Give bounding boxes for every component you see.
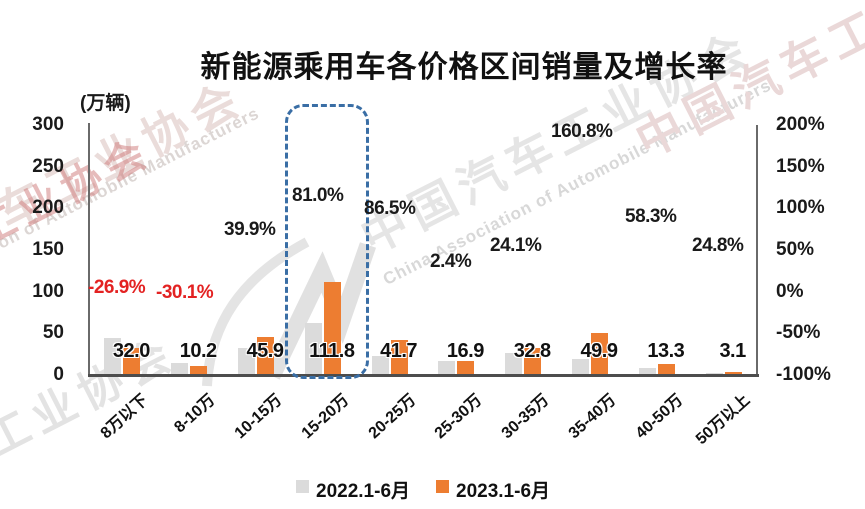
data-label-2023: 16.9: [446, 340, 484, 362]
legend-swatch-icon: [436, 480, 450, 493]
bar-2022.1-6月-40-50万: [639, 368, 656, 375]
y-left-tick: 0: [53, 364, 64, 385]
data-label-2023: 41.7: [380, 340, 418, 362]
growth-label: 2.4%: [430, 251, 472, 272]
bar-2023.1-6月-25-30万: [457, 361, 474, 375]
y-left-tick: 300: [32, 114, 64, 135]
bar-2022.1-6月-8-10万: [171, 363, 188, 375]
growth-label: -26.9%: [88, 277, 146, 298]
bar-2022.1-6月-25-30万: [438, 361, 455, 375]
bar-2023.1-6月-8万以下: [123, 348, 140, 375]
bar-2022.1-6月-8万以下: [104, 338, 121, 375]
bar-2023.1-6月-40-50万: [658, 364, 675, 375]
category-label-10-15万: 10-15万: [231, 391, 286, 443]
y-right-tick: -50%: [776, 322, 821, 344]
category-label-35-40万: 35-40万: [565, 391, 620, 443]
data-label-2023: 32.0: [112, 340, 150, 362]
data-label-2023: 111.8: [309, 340, 355, 362]
legend-item-2023.1-6月: 2023.1-6月: [436, 476, 550, 503]
growth-label: -30.1%: [156, 282, 214, 303]
chart-title: 新能源乘用车各价格区间销量及增长率: [200, 51, 728, 84]
growth-label: 86.5%: [364, 198, 416, 219]
y-left-tick: 250: [32, 155, 64, 177]
y-left-unit-label: (万辆): [80, 93, 131, 114]
y-right-tick: -100%: [776, 364, 831, 385]
data-label-2023: 13.3: [647, 340, 685, 362]
category-label-15-20万: 15-20万: [298, 391, 353, 443]
y-right-tick: 200%: [776, 114, 825, 135]
data-label-2023: 49.9: [580, 340, 618, 362]
data-label-2023: 3.1: [719, 340, 746, 362]
caam-logo-watermark-icon: [202, 237, 377, 387]
y-right-tick: 150%: [776, 155, 825, 177]
category-label-8-10万: 8-10万: [171, 391, 219, 437]
highlight-box-15-20: [285, 104, 369, 379]
data-label-2023: 45.9: [246, 340, 284, 362]
bar-2023.1-6月-30-35万: [524, 348, 541, 375]
bar-2022.1-6月-30-35万: [505, 353, 522, 375]
legend-label: 2022.1-6月: [316, 481, 411, 502]
growth-label: 24.8%: [692, 235, 744, 256]
y-right-tick: 0%: [776, 280, 804, 302]
category-label-8万以下: 8万以下: [98, 391, 152, 443]
growth-label: 160.8%: [551, 121, 613, 142]
y-left-tick: 50: [42, 322, 64, 344]
bar-2023.1-6月-20-25万: [391, 340, 408, 375]
legend-item-2022.1-6月: 2022.1-6月: [296, 476, 410, 503]
y-right-tick: 100%: [776, 197, 825, 219]
growth-label: 39.9%: [224, 219, 276, 240]
category-label-50万以上: 50万以上: [692, 391, 753, 449]
category-label-40-50万: 40-50万: [632, 391, 687, 443]
bar-2023.1-6月-8-10万: [190, 366, 207, 375]
legend-swatch-icon: [296, 480, 309, 493]
category-label-30-35万: 30-35万: [498, 391, 553, 443]
y-axis-right-line: [756, 125, 758, 376]
y-left-tick: 100: [32, 280, 64, 302]
y-left-tick: 150: [32, 239, 64, 260]
y-axis-left-line: [88, 123, 90, 376]
data-label-2023: 32.8: [513, 340, 551, 362]
category-label-25-30万: 25-30万: [432, 391, 486, 443]
bar-2023.1-6月-35-40万: [591, 333, 608, 375]
category-label-20-25万: 20-25万: [365, 391, 419, 443]
y-left-tick: 200: [32, 197, 64, 219]
bar-2023.1-6月-50万以上: [725, 372, 742, 375]
bar-2022.1-6月-20-25万: [372, 356, 389, 375]
legend: 2022.1-6月 2023.1-6月: [296, 476, 550, 503]
y-right-tick: 50%: [776, 239, 815, 260]
bar-2022.1-6月-35-40万: [572, 359, 589, 375]
legend-label: 2023.1-6月: [456, 481, 551, 502]
growth-label: 58.3%: [625, 206, 677, 227]
growth-label: 24.1%: [490, 235, 542, 256]
x-axis-line: [88, 374, 759, 377]
growth-label: 81.0%: [292, 185, 344, 206]
data-label-2023: 10.2: [179, 340, 217, 362]
